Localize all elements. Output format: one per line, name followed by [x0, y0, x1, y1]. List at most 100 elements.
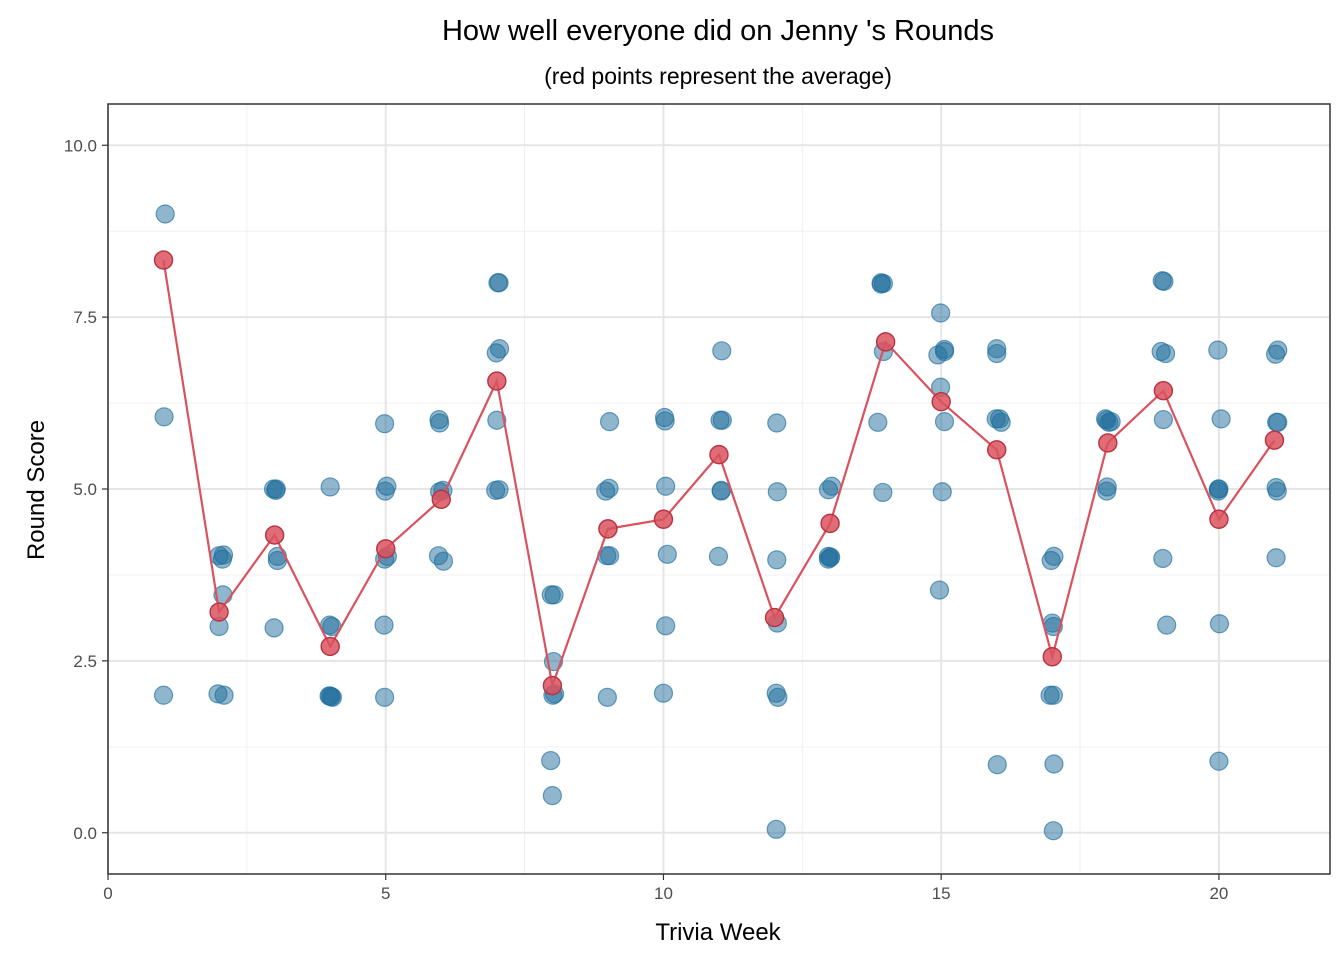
data-point	[1267, 481, 1287, 501]
data-point	[711, 480, 731, 500]
data-point	[489, 273, 509, 293]
data-point	[486, 343, 506, 363]
y-tick-label: 7.5	[73, 308, 97, 327]
data-point	[934, 412, 955, 432]
x-tick-label: 0	[103, 884, 112, 903]
data-point	[768, 687, 788, 707]
data-point	[1209, 751, 1229, 771]
data-point	[214, 685, 234, 705]
data-point	[767, 413, 787, 433]
average-point	[487, 371, 507, 391]
data-point	[430, 413, 450, 433]
average-point	[709, 444, 729, 465]
average-point	[1042, 647, 1062, 667]
average-point	[1153, 380, 1174, 401]
average-point	[987, 440, 1007, 460]
data-point	[657, 544, 677, 564]
average-point	[820, 513, 840, 534]
average-point	[264, 525, 285, 545]
data-point	[1044, 754, 1064, 774]
chart-subtitle: (red points represent the average)	[544, 63, 892, 89]
data-point	[822, 476, 842, 496]
data-point	[1209, 614, 1230, 634]
x-axis: 0 5 10 15 20	[103, 874, 1228, 903]
data-point	[712, 341, 732, 361]
data-point	[597, 687, 617, 707]
data-point	[708, 546, 729, 566]
data-point	[931, 303, 951, 323]
average-point	[764, 607, 785, 628]
data-point	[320, 477, 340, 497]
average-point	[153, 250, 174, 270]
y-tick-label: 10.0	[64, 136, 97, 155]
data-point	[767, 482, 787, 502]
average-point	[376, 539, 396, 559]
data-point	[320, 686, 340, 706]
data-point	[656, 616, 676, 636]
data-point	[987, 343, 1007, 364]
data-point	[375, 687, 395, 707]
x-axis-title: Trivia Week	[655, 919, 781, 946]
data-point	[212, 549, 233, 569]
average-point	[320, 636, 340, 657]
plot-area	[107, 103, 1331, 875]
data-point	[991, 412, 1011, 432]
data-point	[1153, 409, 1173, 430]
data-point	[821, 547, 841, 567]
data-point	[1267, 412, 1287, 432]
average-point	[653, 509, 674, 529]
data-point	[766, 819, 786, 839]
data-point	[655, 411, 675, 431]
data-point	[487, 410, 507, 430]
data-point	[712, 410, 732, 430]
data-point	[544, 585, 564, 605]
data-point	[599, 478, 619, 498]
data-point	[374, 615, 394, 635]
data-point	[541, 750, 561, 771]
chart-title: How well everyone did on Jenny 's Rounds	[442, 15, 994, 47]
average-point	[542, 675, 563, 696]
y-axis-title: Round Score	[23, 420, 50, 560]
y-tick-label: 0.0	[73, 824, 97, 843]
average-point	[598, 519, 618, 539]
data-point	[1266, 548, 1286, 568]
data-point	[433, 551, 454, 571]
data-point	[873, 273, 894, 294]
data-point	[599, 546, 620, 566]
data-point	[153, 685, 174, 705]
average-point	[931, 391, 951, 412]
data-point	[1265, 344, 1286, 364]
data-point	[1157, 615, 1177, 635]
data-point	[1101, 412, 1121, 432]
data-point	[1154, 271, 1174, 291]
data-point	[375, 481, 395, 501]
data-point	[542, 786, 562, 806]
data-point	[767, 550, 787, 570]
data-point	[599, 412, 620, 432]
data-point	[1211, 409, 1231, 429]
average-point	[1209, 509, 1229, 529]
data-point	[1043, 821, 1063, 841]
data-point	[1043, 685, 1063, 705]
data-point	[1044, 546, 1064, 566]
data-point	[1209, 479, 1229, 499]
data-point	[653, 683, 674, 703]
y-tick-label: 2.5	[73, 652, 97, 671]
data-point	[264, 618, 284, 638]
data-point	[932, 482, 952, 502]
data-point	[873, 482, 893, 503]
data-point	[154, 407, 174, 427]
average-point	[875, 332, 896, 352]
x-tick-label: 20	[1209, 884, 1228, 903]
average-point	[1098, 433, 1118, 453]
data-point	[1097, 481, 1117, 501]
average-point	[1264, 430, 1285, 450]
data-point	[375, 414, 395, 434]
y-tick-label: 5.0	[73, 480, 97, 499]
data-point	[987, 755, 1007, 775]
x-tick-label: 10	[654, 884, 673, 903]
data-point	[1153, 548, 1173, 569]
average-point	[431, 489, 451, 510]
y-axis: 0.0 2.5 5.0 7.5 10.0	[64, 136, 108, 843]
